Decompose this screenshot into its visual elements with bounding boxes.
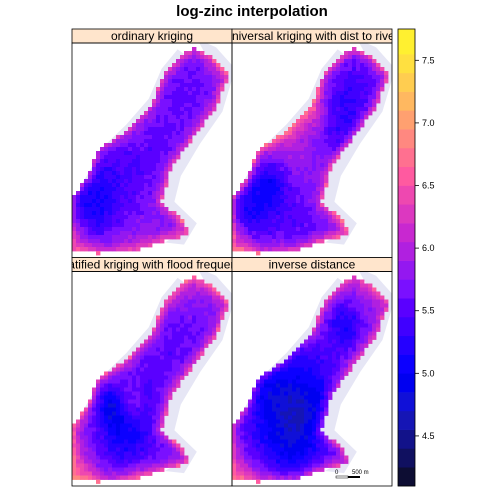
colorkey-swatch (398, 223, 415, 243)
panels-layer: ordinary kriging universal kriging with d… (55, 28, 398, 487)
panel-1: ordinary kriging (71, 28, 233, 258)
colorkey-swatch (398, 467, 415, 487)
colorkey-swatch (398, 166, 415, 186)
colorkey-swatch (398, 373, 415, 393)
colorkey-swatch (398, 54, 415, 74)
panel-label: stratified kriging with flood frequency (55, 258, 249, 272)
colorkey-tick-label: 5.5 (422, 306, 435, 316)
prediction-grid (72, 275, 229, 484)
colorkey-tick-label: 4.5 (422, 431, 435, 441)
colorkey-swatch (398, 298, 415, 318)
colorkey-swatch (398, 354, 415, 374)
river-area (318, 271, 392, 474)
colorkey-swatch (398, 335, 415, 355)
panel-body (232, 43, 392, 256)
panel-label: ordinary kriging (111, 29, 193, 43)
panel-3: stratified kriging with flood frequency (55, 257, 249, 487)
colorkey-tick-label: 7.5 (422, 55, 435, 65)
panel-border (231, 271, 393, 487)
colorkey-swatch (398, 110, 415, 130)
colorkey-swatch (398, 410, 415, 430)
colorkey-swatch (398, 241, 415, 261)
colorkey: 4.5 5.0 5.5 6.0 6.5 7.0 7.5 (397, 28, 435, 487)
colorkey-swatch (398, 72, 415, 92)
colorkey-swatch (398, 147, 415, 168)
colorkey-tick-label: 6.5 (422, 181, 435, 191)
colorkey-swatch (398, 429, 415, 449)
colorkey-tick-label: 6.0 (422, 243, 435, 253)
scale-label-right: 500 m (352, 470, 369, 476)
colorkey-swatch (398, 448, 415, 468)
river-area (158, 271, 232, 474)
river-area (318, 43, 392, 245)
colorkey-tick-label: 7.0 (422, 118, 435, 128)
colorkey-swatch (398, 29, 415, 55)
colorkey-swatch (398, 279, 415, 299)
panel-body (72, 271, 232, 484)
scale-label-left: 0 (335, 470, 339, 476)
panel-2: universal kriging with dist to river (225, 28, 398, 258)
panel-body (232, 271, 392, 484)
colorkey-swatch (398, 204, 415, 224)
panel-label: universal kriging with dist to river (225, 29, 398, 43)
colorkey-tick-label: 5.0 (422, 368, 435, 378)
river-area (158, 43, 232, 245)
prediction-grid (232, 275, 389, 484)
panel-body (72, 43, 232, 256)
colorkey-border (397, 28, 416, 487)
colorkey-swatch (398, 129, 415, 149)
colorkey-swatch (398, 91, 415, 111)
scale-bar: 0 500 m (335, 470, 369, 479)
panel-label: inverse distance (269, 258, 356, 272)
colorkey-swatch (398, 316, 415, 337)
colorkey-swatch (398, 185, 415, 205)
prediction-grid (232, 47, 389, 256)
panel-4: inverse distance (231, 257, 393, 487)
chart-title: log-zinc interpolation (176, 3, 328, 20)
colorkey-swatch (398, 260, 415, 280)
colorkey-swatch (398, 392, 415, 412)
prediction-grid (72, 47, 229, 256)
